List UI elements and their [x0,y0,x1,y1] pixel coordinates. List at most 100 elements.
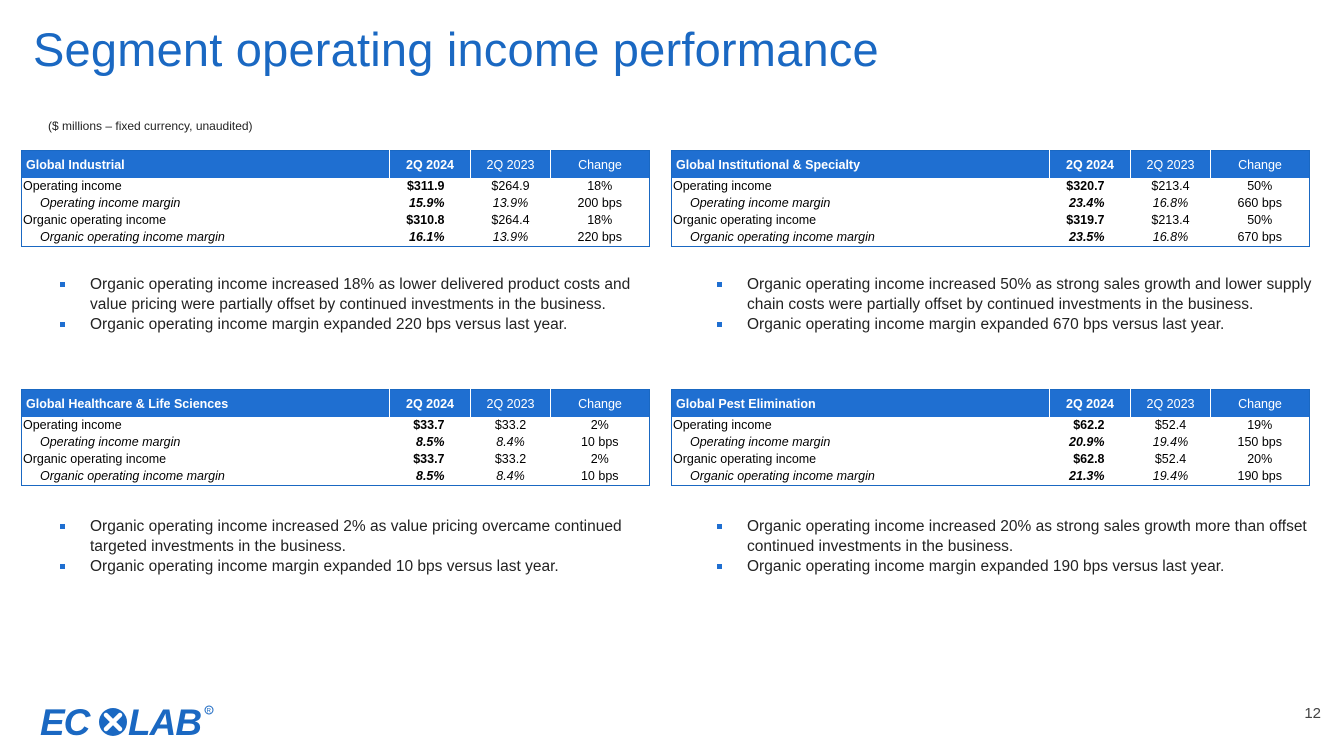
change-value: 18% [587,213,613,227]
current-value: 16.1% [409,230,445,244]
bullet-text: Organic operating income margin expanded… [747,316,1225,333]
row-label: Operating income margin [40,196,181,210]
bullet-square-icon [717,564,722,569]
bullet-text: Organic operating income increased 50% a… [747,276,1312,313]
list-item: Organic operating income increased 50% a… [715,275,1315,315]
bullet-text: Organic operating income increased 2% as… [90,518,622,555]
bullet-square-icon [60,322,65,327]
change-value: 50% [1247,179,1273,193]
row-label: Operating income [23,418,122,432]
prior-value: 8.4% [496,469,525,483]
current-value: $320.7 [1066,179,1105,193]
current-value: $62.2 [1073,418,1105,432]
prior-value: $33.2 [494,452,527,466]
prior-value: $52.4 [1154,452,1187,466]
list-item: Organic operating income increased 20% a… [715,517,1315,557]
list-item: Organic operating income margin expanded… [58,557,638,577]
current-value: 8.5% [416,469,445,483]
column-header-current: 2Q 2024 [389,150,471,178]
table-row: Organic operating income margin 23.5% 16… [672,229,1310,247]
column-header-change: Change [550,389,650,417]
prior-value: $52.4 [1154,418,1187,432]
change-value: 660 bps [1237,196,1282,210]
row-label: Organic operating income margin [40,469,225,483]
bullet-square-icon [717,282,722,287]
segment-name: Global Pest Elimination [671,389,1050,417]
table-row: Operating income $320.7 $213.4 50% [672,178,1310,195]
column-header-prior: 2Q 2023 [470,150,551,178]
current-value: $311.9 [406,179,445,193]
current-value: $310.8 [406,213,445,227]
list-item: Organic operating income increased 2% as… [58,517,638,557]
bullet-square-icon [60,564,65,569]
change-value: 190 bps [1237,469,1282,483]
row-label: Operating income margin [690,435,831,449]
current-value: $33.7 [413,418,445,432]
row-label: Operating income [673,179,772,193]
segment-table-global-industrial: Global Industrial 2Q 2024 2Q 2023 Change… [21,150,650,247]
table-row: Organic operating income $33.7 $33.2 2% [22,451,650,468]
row-label: Organic operating income [673,452,817,466]
segment-bullets-global-healthcare-life-sciences: Organic operating income increased 2% as… [58,517,638,577]
svg-text:R: R [207,709,212,715]
table-row: Operating income margin 15.9% 13.9% 200 … [22,195,650,212]
bullet-text: Organic operating income margin expanded… [90,316,568,333]
table-row: Organic operating income $319.7 $213.4 5… [672,212,1310,229]
change-value: 670 bps [1237,230,1282,244]
svg-text:EC: EC [40,703,92,739]
table-row: Organic operating income $310.8 $264.4 1… [22,212,650,229]
column-header-prior: 2Q 2023 [1130,150,1211,178]
bullet-square-icon [60,282,65,287]
prior-value: 13.9% [492,230,529,244]
bullet-text: Organic operating income increased 18% a… [90,276,631,313]
table-row: Organic operating income margin 16.1% 13… [22,229,650,247]
row-label: Organic operating income [23,452,167,466]
segment-bullets-global-industrial: Organic operating income increased 18% a… [58,275,638,335]
current-value: $62.8 [1073,452,1105,466]
table-row: Organic operating income margin 8.5% 8.4… [22,468,650,486]
row-label: Operating income [23,179,122,193]
bullet-text: Organic operating income margin expanded… [90,558,559,575]
change-value: 10 bps [580,469,619,483]
change-value: 19% [1247,418,1273,432]
page-title: Segment operating income performance [33,23,879,76]
column-header-prior: 2Q 2023 [1130,389,1211,417]
prior-value: $264.4 [491,213,530,227]
table-row: Operating income margin 8.5% 8.4% 10 bps [22,434,650,451]
column-header-change: Change [1210,389,1310,417]
segment-table-global-institutional-specialty: Global Institutional & Specialty 2Q 2024… [671,150,1310,247]
change-value: 2% [590,452,609,466]
segment-bullets-global-institutional-specialty: Organic operating income increased 50% a… [715,275,1315,335]
table-row: Operating income margin 20.9% 19.4% 150 … [672,434,1310,451]
current-value: 20.9% [1069,435,1105,449]
list-item: Organic operating income margin expanded… [58,315,638,335]
column-header-prior: 2Q 2023 [470,389,551,417]
prior-value: 13.9% [492,196,529,210]
bullet-text: Organic operating income increased 20% a… [747,518,1307,555]
prior-value: 19.4% [1152,469,1189,483]
column-header-change: Change [1210,150,1310,178]
segment-name: Global Healthcare & Life Sciences [21,389,390,417]
page-number: 12 [1304,705,1321,722]
segment-table-global-healthcare-life-sciences: Global Healthcare & Life Sciences 2Q 202… [21,389,650,486]
prior-value: $264.9 [491,179,530,193]
list-item: Organic operating income margin expanded… [715,315,1315,335]
table-row: Operating income margin 23.4% 16.8% 660 … [672,195,1310,212]
column-header-current: 2Q 2024 [1049,389,1131,417]
table-row: Organic operating income margin 21.3% 19… [672,468,1310,486]
current-value: 8.5% [416,435,445,449]
svg-text:LAB: LAB [128,703,201,739]
prior-value: 8.4% [496,435,525,449]
row-label: Organic operating income [23,213,167,227]
current-value: 21.3% [1069,469,1105,483]
prior-value: $213.4 [1151,213,1190,227]
units-note: ($ millions – fixed currency, unaudited) [48,119,253,133]
change-value: 18% [587,179,613,193]
prior-value: 16.8% [1152,196,1189,210]
change-value: 50% [1247,213,1273,227]
list-item: Organic operating income margin expanded… [715,557,1315,577]
row-label: Organic operating income margin [690,469,875,483]
segment-table-global-pest-elimination: Global Pest Elimination 2Q 2024 2Q 2023 … [671,389,1310,486]
current-value: 23.4% [1069,196,1105,210]
row-label: Operating income [673,418,772,432]
